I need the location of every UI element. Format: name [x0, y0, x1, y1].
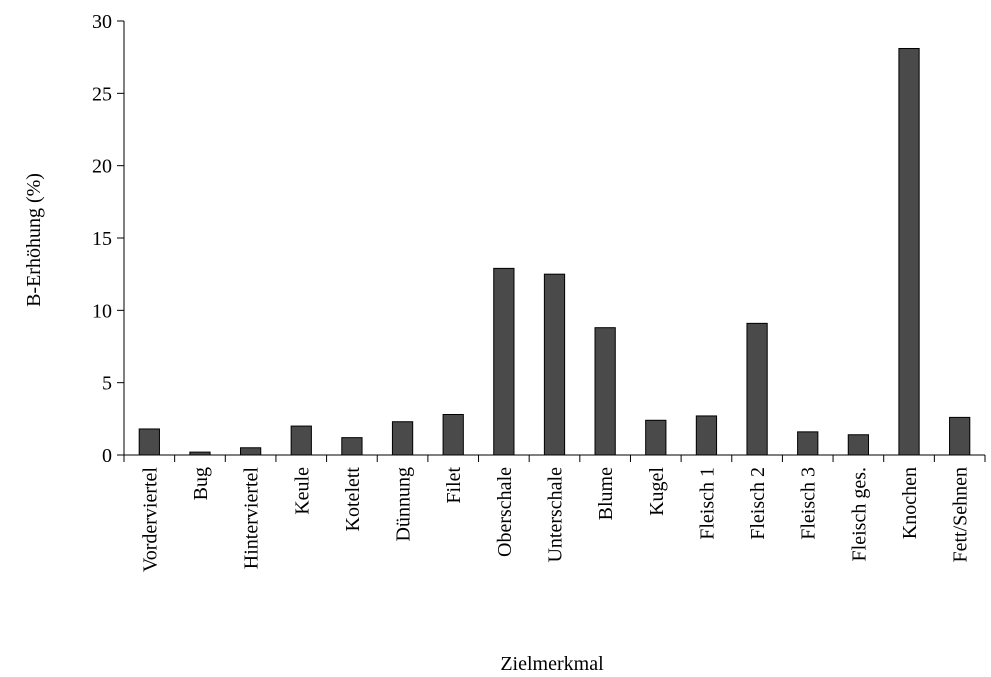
bar [746, 322, 768, 456]
bar [391, 421, 414, 456]
y-tick-label: 30 [92, 11, 112, 33]
bar [847, 434, 870, 456]
x-axis-title: Zielmerkmal [500, 653, 604, 675]
bar [645, 419, 667, 456]
bar [543, 273, 566, 456]
x-tick-label: Unterschale [545, 467, 567, 563]
y-tick-label: 10 [92, 300, 112, 322]
x-tick-label: Fleisch 2 [747, 467, 769, 540]
bar [341, 437, 363, 456]
x-tick-label: Hinterviertel [241, 467, 263, 570]
bars [138, 47, 971, 456]
y-tick-label: 20 [92, 156, 112, 178]
x-tick-label: Kugel [646, 467, 668, 516]
x-axis: Vorderviertel Bug Hinterviertel Keule Kotele… [123, 454, 986, 573]
x-tick-label: Oberschale [494, 467, 516, 557]
bar [695, 415, 718, 456]
bar [189, 451, 211, 456]
bar [290, 425, 312, 456]
x-tick-label: Fleisch ges. [848, 467, 870, 561]
y-tick-label: 0 [102, 445, 112, 467]
bar [594, 327, 616, 456]
x-tick-label: Fleisch 1 [696, 467, 718, 540]
x-tick-label: Keule [291, 467, 313, 515]
bar [239, 447, 262, 456]
x-tick-label: Blume [595, 467, 617, 520]
x-tick-label: Vorderviertel [139, 467, 161, 573]
bar [493, 267, 515, 456]
y-axis: 0 5 10 15 20 25 30 [92, 11, 125, 467]
y-tick-label: 25 [92, 83, 112, 105]
y-axis-title: B-Erhöhung (%) [23, 173, 45, 307]
bar [949, 416, 971, 456]
x-tick-label: Fett/Sehnen [950, 467, 972, 563]
x-tick-label: Bug [190, 467, 212, 500]
bar [797, 431, 819, 456]
x-tick-label: Dünnung [393, 467, 415, 541]
x-tick-label: Knochen [899, 467, 921, 539]
bar [898, 47, 920, 456]
y-tick-label: 15 [92, 228, 112, 250]
bar [138, 428, 160, 456]
bar [442, 413, 464, 456]
x-tick-label: Kotelett [342, 467, 364, 532]
x-tick-label: Filet [443, 467, 465, 504]
x-tick-label: Fleisch 3 [798, 467, 820, 540]
y-tick-label: 5 [102, 373, 112, 395]
